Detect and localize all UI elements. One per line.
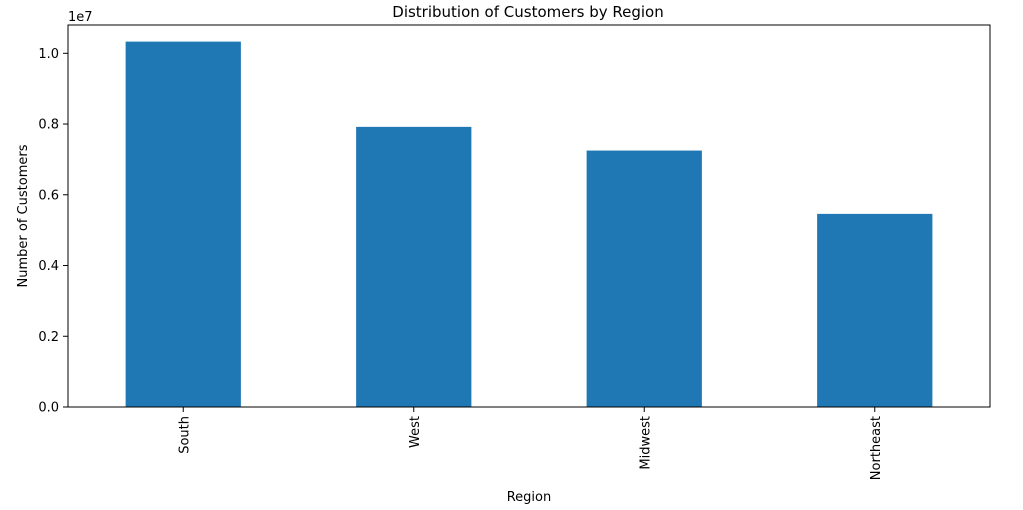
- x-tick-label: West: [408, 416, 423, 448]
- bar-west: [356, 126, 472, 408]
- x-tick-label: Midwest: [638, 416, 653, 470]
- y-axis-label: Number of Customers: [16, 144, 31, 287]
- ticks-layer: South West Midwest Northeast 0.0 0.2 0.4 0.6 0.8…: [38, 47, 883, 480]
- y-tick-label: 0.0: [38, 401, 59, 416]
- bar-south: [125, 41, 241, 408]
- bar-northeast: [817, 213, 933, 407]
- x-tick-label: Northeast: [869, 416, 884, 480]
- chart-title: Distribution of Customers by Region: [392, 3, 663, 21]
- y-tick-label: 0.2: [38, 330, 59, 345]
- x-tick-label: South: [177, 416, 192, 454]
- plot-frame: [67, 24, 991, 408]
- bar-midwest: [586, 150, 702, 407]
- y-tick-label: 0.4: [38, 259, 59, 274]
- y-axis-offset-label: 1e7: [68, 10, 93, 25]
- y-tick-label: 0.8: [38, 118, 59, 133]
- y-tick-label: 0.6: [38, 188, 59, 203]
- x-axis-label: Region: [507, 490, 552, 505]
- bars-layer: [125, 41, 933, 408]
- y-tick-label: 1.0: [38, 47, 59, 62]
